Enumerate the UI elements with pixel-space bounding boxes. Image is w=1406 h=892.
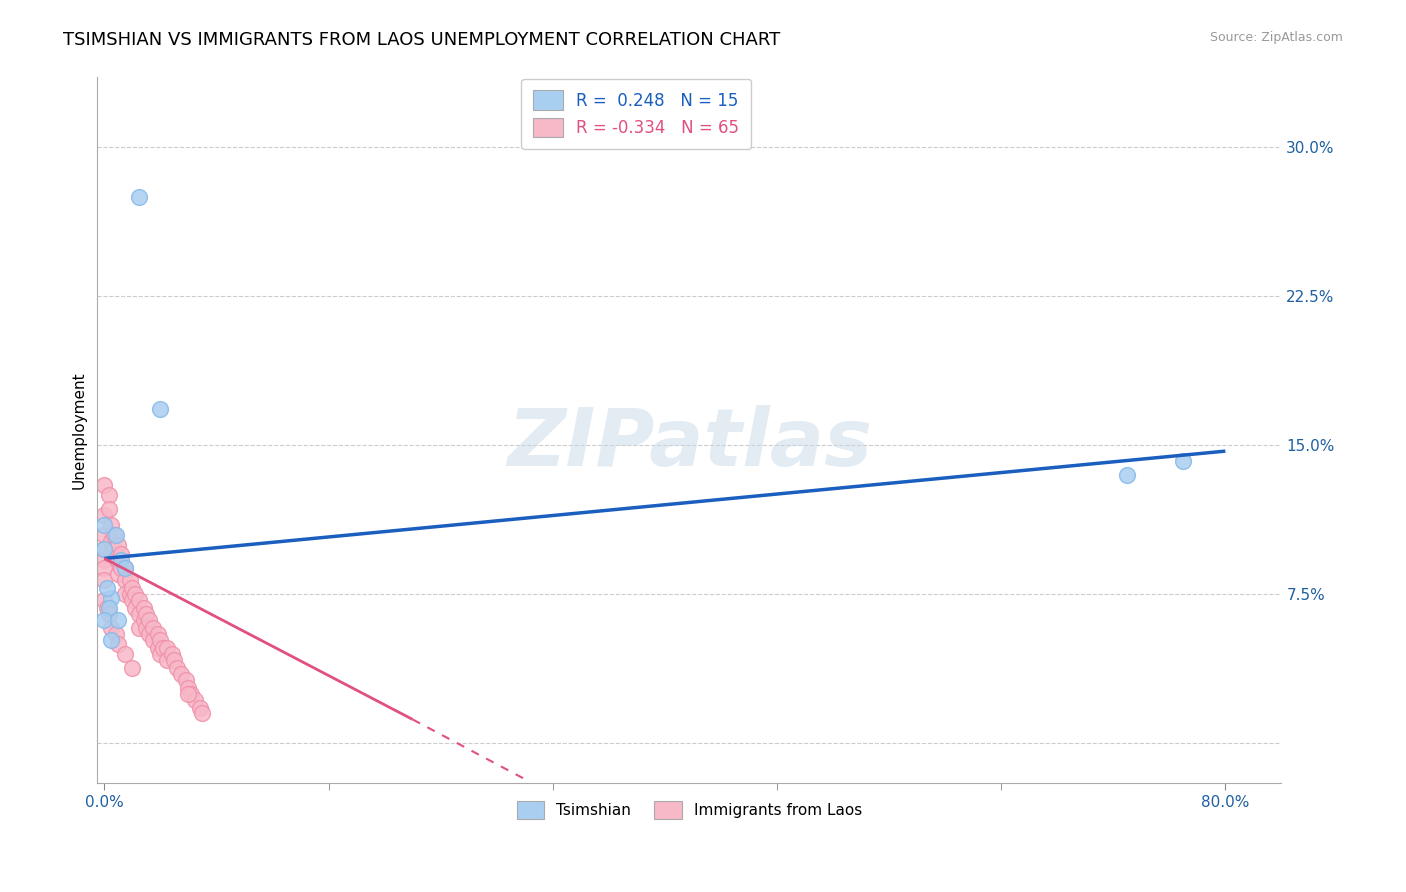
Point bbox=[121, 593, 143, 607]
Point bbox=[93, 553, 115, 567]
Point bbox=[1173, 454, 1195, 468]
Point bbox=[124, 601, 146, 615]
Point bbox=[100, 621, 122, 635]
Point bbox=[100, 533, 122, 548]
Point bbox=[114, 574, 136, 588]
Point bbox=[93, 574, 115, 588]
Point bbox=[93, 593, 115, 607]
Point bbox=[156, 640, 179, 655]
Point bbox=[163, 653, 186, 667]
Point bbox=[114, 587, 136, 601]
Point bbox=[135, 621, 157, 635]
Point bbox=[138, 613, 160, 627]
Point bbox=[96, 601, 118, 615]
Point bbox=[170, 666, 193, 681]
Point bbox=[174, 673, 197, 687]
Point bbox=[107, 613, 129, 627]
Point bbox=[1116, 467, 1139, 482]
Point bbox=[110, 561, 132, 575]
Point bbox=[132, 601, 155, 615]
Point bbox=[128, 607, 150, 621]
Point bbox=[97, 488, 120, 502]
Point bbox=[177, 681, 200, 695]
Point bbox=[188, 700, 211, 714]
Point bbox=[152, 640, 174, 655]
Legend: Tsimshian, Immigrants from Laos: Tsimshian, Immigrants from Laos bbox=[510, 795, 869, 825]
Point bbox=[97, 601, 120, 615]
Point bbox=[138, 627, 160, 641]
Point bbox=[107, 553, 129, 567]
Point bbox=[132, 613, 155, 627]
Point bbox=[100, 517, 122, 532]
Point bbox=[104, 527, 127, 541]
Point bbox=[142, 632, 165, 647]
Point bbox=[149, 402, 172, 417]
Point bbox=[118, 587, 141, 601]
Point bbox=[135, 607, 157, 621]
Point bbox=[104, 627, 127, 641]
Point bbox=[93, 613, 115, 627]
Point bbox=[93, 508, 115, 522]
Point bbox=[177, 687, 200, 701]
Point bbox=[100, 632, 122, 647]
Point bbox=[114, 561, 136, 575]
Point bbox=[180, 687, 202, 701]
Point bbox=[118, 574, 141, 588]
Text: ZIPatlas: ZIPatlas bbox=[508, 405, 872, 483]
Point bbox=[97, 607, 120, 621]
Point bbox=[114, 561, 136, 575]
Point bbox=[93, 561, 115, 575]
Point bbox=[96, 581, 118, 595]
Point bbox=[107, 637, 129, 651]
Point bbox=[103, 527, 125, 541]
Point bbox=[149, 647, 172, 661]
Point bbox=[93, 517, 115, 532]
Point bbox=[93, 478, 115, 492]
Point bbox=[93, 541, 115, 556]
Point bbox=[128, 621, 150, 635]
Point bbox=[110, 553, 132, 567]
Point bbox=[107, 537, 129, 551]
Point bbox=[156, 653, 179, 667]
Point bbox=[97, 501, 120, 516]
Y-axis label: Unemployment: Unemployment bbox=[72, 371, 86, 489]
Point bbox=[184, 692, 207, 706]
Text: TSIMSHIAN VS IMMIGRANTS FROM LAOS UNEMPLOYMENT CORRELATION CHART: TSIMSHIAN VS IMMIGRANTS FROM LAOS UNEMPL… bbox=[63, 31, 780, 49]
Point bbox=[142, 621, 165, 635]
Point bbox=[166, 661, 188, 675]
Point bbox=[100, 591, 122, 606]
Text: Source: ZipAtlas.com: Source: ZipAtlas.com bbox=[1209, 31, 1343, 45]
Point bbox=[110, 548, 132, 562]
Point bbox=[160, 647, 183, 661]
Point bbox=[128, 593, 150, 607]
Point bbox=[124, 587, 146, 601]
Point bbox=[93, 527, 115, 541]
Point bbox=[103, 541, 125, 556]
Point bbox=[146, 640, 169, 655]
Point bbox=[93, 541, 115, 556]
Point bbox=[121, 661, 143, 675]
Point bbox=[149, 632, 172, 647]
Point bbox=[114, 647, 136, 661]
Point bbox=[121, 581, 143, 595]
Point bbox=[128, 190, 150, 204]
Point bbox=[146, 627, 169, 641]
Point bbox=[107, 567, 129, 582]
Point bbox=[100, 548, 122, 562]
Point bbox=[191, 706, 214, 721]
